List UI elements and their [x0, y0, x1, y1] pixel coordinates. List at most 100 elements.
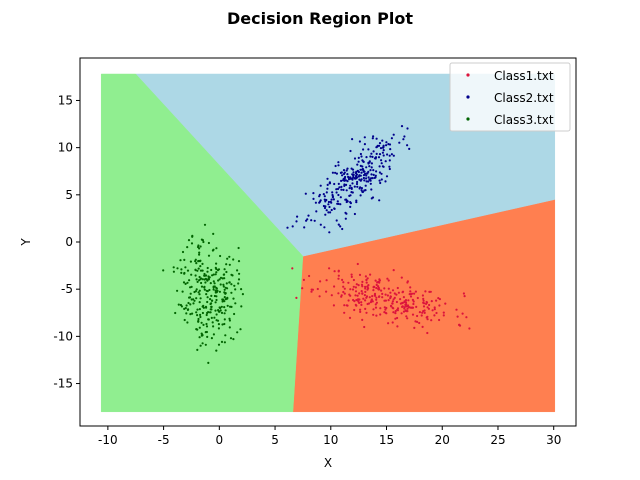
data-point-class3	[190, 273, 193, 276]
data-point-class1	[377, 287, 380, 290]
data-point-class3	[214, 301, 217, 304]
data-point-class3	[203, 288, 206, 291]
data-point-class3	[218, 290, 221, 293]
x-tick-label: -10	[98, 433, 118, 447]
data-point-class1	[422, 299, 425, 302]
data-point-class1	[325, 279, 328, 282]
data-point-class3	[217, 310, 220, 313]
data-point-class3	[200, 277, 203, 280]
data-point-class2	[323, 226, 326, 229]
data-point-class1	[400, 312, 403, 315]
legend-label-class1: Class1.txt	[494, 69, 554, 83]
data-point-class2	[382, 165, 385, 168]
data-point-class2	[375, 137, 378, 140]
data-point-class2	[365, 156, 368, 159]
data-point-class1	[405, 315, 408, 318]
data-point-class3	[209, 282, 212, 285]
data-point-class2	[310, 219, 313, 222]
data-point-class1	[349, 288, 352, 291]
data-point-class3	[172, 270, 175, 273]
data-point-class2	[325, 198, 328, 202]
data-point-class1	[406, 317, 409, 320]
data-point-class2	[381, 151, 384, 154]
data-point-class1	[384, 308, 387, 311]
data-point-class3	[201, 278, 204, 281]
data-point-class2	[363, 189, 366, 192]
data-point-class1	[413, 292, 416, 295]
data-point-class2	[358, 174, 361, 177]
data-point-class2	[340, 179, 343, 182]
data-point-class3	[196, 314, 199, 317]
data-point-class1	[402, 296, 405, 299]
data-point-class1	[337, 277, 340, 280]
data-point-class1	[396, 286, 399, 290]
data-point-class2	[353, 185, 356, 188]
data-point-class2	[377, 156, 381, 159]
data-point-class3	[199, 265, 202, 268]
data-point-class1	[361, 280, 364, 283]
data-point-class2	[364, 184, 367, 187]
data-point-class1	[407, 299, 410, 302]
data-point-class2	[327, 211, 330, 214]
data-point-class3	[180, 271, 183, 274]
data-point-class3	[224, 309, 227, 312]
data-point-class3	[238, 272, 241, 275]
data-point-class3	[223, 322, 226, 326]
data-point-class2	[360, 178, 363, 181]
data-point-class2	[372, 173, 375, 176]
data-point-class1	[358, 292, 361, 295]
data-point-class1	[416, 314, 419, 318]
data-point-class3	[186, 246, 189, 249]
data-point-class1	[458, 323, 461, 326]
data-point-class3	[195, 262, 198, 265]
data-point-class3	[199, 313, 202, 316]
data-point-class1	[411, 313, 415, 316]
data-point-class3	[172, 266, 175, 269]
data-point-class2	[291, 225, 294, 228]
data-point-class1	[354, 290, 358, 293]
data-point-class2	[388, 154, 391, 157]
data-point-class2	[313, 219, 316, 222]
data-point-class1	[374, 303, 377, 306]
data-point-class1	[435, 311, 438, 315]
data-point-class2	[331, 193, 334, 197]
data-point-class2	[380, 162, 383, 165]
data-point-class3	[183, 272, 186, 275]
data-point-class2	[325, 191, 328, 194]
data-point-class1	[330, 294, 333, 297]
data-point-class1	[411, 298, 414, 301]
data-point-class2	[363, 143, 366, 146]
data-point-class1	[364, 287, 367, 290]
data-point-class1	[372, 285, 375, 288]
data-point-class1	[426, 306, 429, 309]
data-point-class1	[393, 292, 396, 295]
data-point-class1	[363, 325, 366, 329]
data-point-class1	[433, 308, 436, 311]
data-point-class2	[350, 186, 353, 189]
data-point-class3	[201, 342, 204, 345]
data-point-class1	[416, 296, 419, 300]
data-point-class2	[374, 176, 377, 179]
data-point-class3	[215, 295, 218, 298]
data-point-class1	[366, 277, 369, 280]
data-point-class1	[355, 298, 358, 302]
data-point-class1	[372, 289, 375, 292]
data-point-class2	[389, 148, 392, 151]
data-point-class1	[357, 298, 360, 301]
data-point-class3	[204, 281, 207, 284]
data-point-class3	[223, 341, 226, 344]
data-point-class1	[379, 307, 382, 310]
data-point-class3	[236, 269, 239, 272]
data-point-class3	[189, 260, 192, 263]
data-point-class1	[375, 314, 378, 317]
data-point-class2	[382, 149, 385, 152]
data-point-class1	[397, 291, 400, 294]
data-point-class1	[410, 292, 414, 295]
data-point-class3	[201, 239, 204, 242]
data-point-class3	[233, 312, 236, 316]
data-point-class3	[232, 338, 235, 341]
data-point-class2	[349, 177, 352, 180]
data-point-class2	[349, 205, 352, 208]
data-point-class3	[221, 323, 224, 326]
data-point-class2	[387, 143, 390, 146]
